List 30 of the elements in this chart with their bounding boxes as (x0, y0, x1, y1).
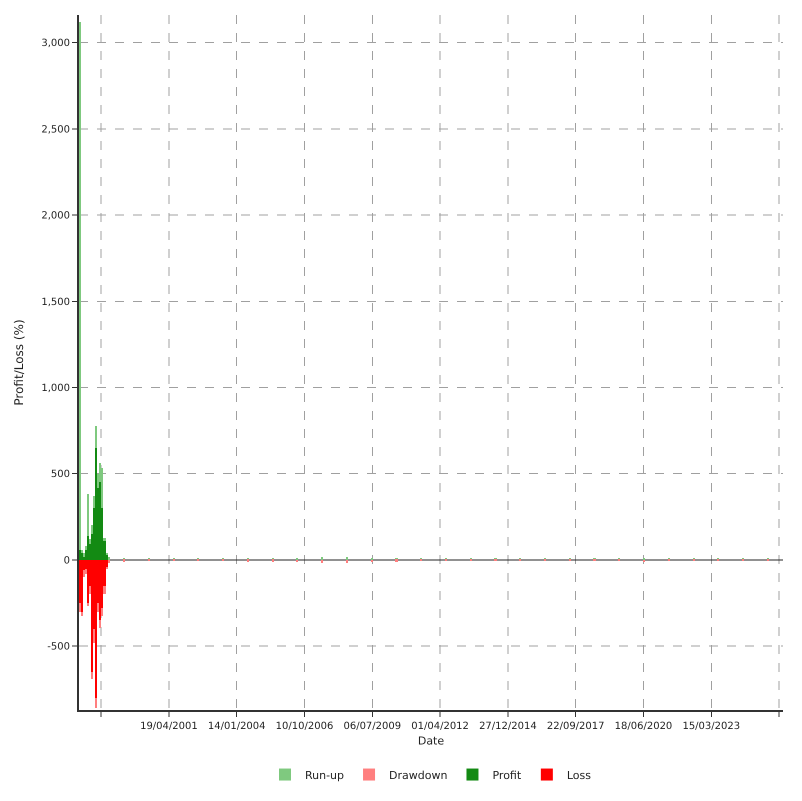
x-tick-label: 27/12/2014 (479, 721, 537, 732)
y-axis-title: Profit/Loss (%) (12, 319, 26, 406)
y-tick-label: 2,000 (41, 210, 70, 222)
bar (346, 557, 348, 560)
y-tick-label: 2,500 (41, 124, 70, 136)
legend-label: Loss (566, 768, 592, 782)
x-tick-label: 01/04/2012 (411, 721, 469, 732)
legend-label: Run-up (305, 768, 344, 782)
x-tick-label: 22/09/2017 (546, 721, 604, 732)
y-tick-label: 1,500 (41, 296, 70, 308)
y-tick-label: 0 (64, 555, 70, 566)
legend-label: Profit (492, 768, 522, 782)
x-tick-label: 10/10/2006 (276, 721, 334, 732)
bar (346, 560, 348, 563)
x-tick-label: 15/03/2023 (682, 721, 740, 732)
y-tick-label: 500 (50, 469, 70, 480)
bar (87, 536, 89, 560)
x-axis-title: Date (418, 734, 444, 748)
y-tick-label: -500 (47, 642, 70, 653)
x-tick-label: 06/07/2009 (343, 721, 402, 732)
x-tick-label: 19/04/2001 (140, 721, 198, 732)
bar (95, 448, 97, 560)
x-tick-label: 18/06/2020 (614, 721, 672, 732)
bar (99, 482, 101, 560)
x-tick-label: 14/01/2004 (208, 721, 266, 732)
bar (321, 560, 323, 563)
bar (321, 557, 323, 560)
legend-label: Drawdown (389, 768, 448, 782)
y-tick-label: 3,000 (41, 38, 70, 50)
y-tick-label: 1,000 (41, 383, 70, 394)
